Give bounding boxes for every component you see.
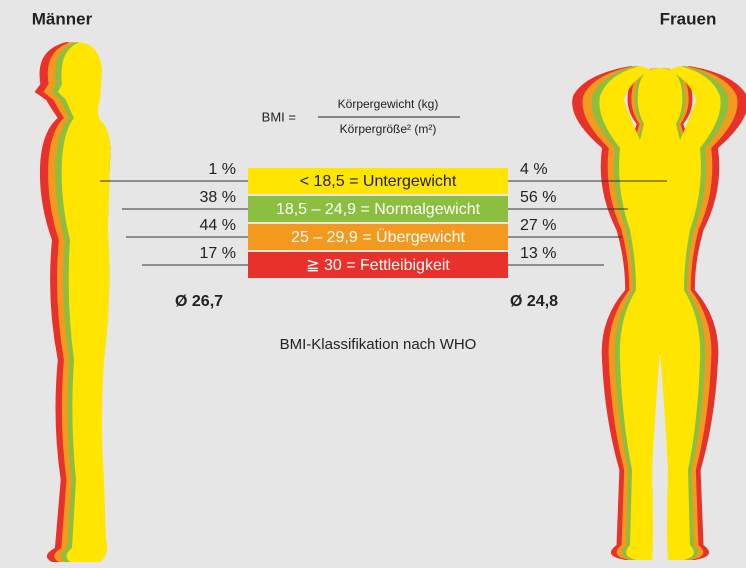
men-share: 17 % <box>200 245 236 262</box>
women-share: 13 % <box>520 245 556 262</box>
men-share: 1 % <box>208 161 236 178</box>
women-share: 4 % <box>520 161 548 178</box>
figures <box>34 42 746 562</box>
category-box <box>248 168 508 194</box>
formula-numerator: Körpergewicht (kg) <box>338 97 439 111</box>
category-box <box>248 224 508 250</box>
men-share: 38 % <box>200 189 236 206</box>
men-average: Ø 26,7 <box>175 293 223 310</box>
women-share: 56 % <box>520 189 556 206</box>
category-label: 25 – 29,9 = Übergewicht <box>291 228 465 246</box>
women-average: Ø 24,8 <box>510 293 558 310</box>
category-box <box>248 196 508 222</box>
women-share: 27 % <box>520 217 556 234</box>
category-box <box>248 252 508 278</box>
category-label: 18,5 – 24,9 = Normalgewicht <box>276 201 481 218</box>
formula-denominator: Körpergröße² (m²) <box>340 122 437 136</box>
category-label: < 18,5 = Untergewicht <box>300 173 457 190</box>
category-label: ≧ 30 = Fettleibigkeit <box>306 257 450 274</box>
man-layer <box>58 42 111 562</box>
women-title: Frauen <box>660 9 717 28</box>
men-share: 44 % <box>200 217 236 234</box>
woman-layer <box>599 66 721 560</box>
caption: BMI-Klassifikation nach WHO <box>280 336 477 353</box>
men-title: Männer <box>32 9 93 28</box>
formula-prefix: BMI = <box>262 109 296 124</box>
